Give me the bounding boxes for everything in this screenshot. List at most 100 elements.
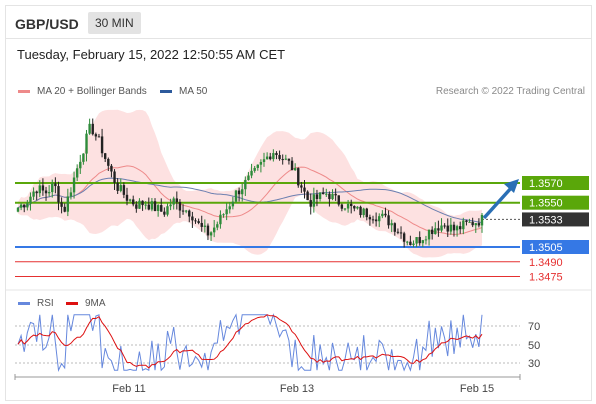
candle-body	[328, 193, 331, 200]
candle-body	[166, 206, 169, 215]
candle-body	[430, 229, 434, 235]
candle-body	[241, 189, 244, 195]
price-tag-label: 1.3570	[529, 178, 563, 190]
candle-body	[474, 223, 477, 226]
candle-body	[412, 243, 415, 246]
candle-body	[63, 206, 66, 212]
candle-body	[38, 185, 41, 194]
candle-body	[209, 232, 213, 236]
candle-body	[231, 201, 235, 207]
candle-body	[219, 214, 222, 225]
candle-body	[269, 156, 272, 160]
candle-body	[191, 216, 194, 221]
candle-body	[293, 168, 297, 171]
candle-body	[265, 156, 269, 160]
x-tick-label: Feb 13	[280, 383, 314, 395]
candle-body	[194, 220, 197, 222]
price-tag-1.3570: 1.3570	[522, 176, 589, 190]
candle-body	[228, 206, 231, 210]
legend-9ma-swatch	[66, 302, 78, 305]
candle-body	[449, 224, 453, 232]
candle-body	[69, 192, 73, 197]
candle-body	[88, 123, 91, 134]
candle-body	[153, 201, 157, 212]
candle-body	[321, 192, 325, 195]
candle-body	[384, 213, 387, 216]
candle-body	[203, 225, 207, 227]
candle-body	[16, 207, 20, 212]
candle-body	[297, 168, 300, 186]
candle-body	[132, 199, 135, 205]
legend-ma50: MA 50	[160, 86, 207, 97]
legend-ma20-label: MA 20 + Bollinger Bands	[37, 86, 147, 97]
candle-body	[284, 158, 288, 160]
price-tag-bg	[522, 195, 589, 210]
legend-9ma-label: 9MA	[85, 298, 106, 309]
legend-rsi-swatch	[18, 302, 30, 305]
x-tick-label: Feb 11	[112, 383, 145, 395]
candle-body	[399, 232, 403, 234]
candle-body	[60, 202, 63, 207]
candles	[16, 118, 484, 248]
candle-body	[465, 220, 468, 222]
candle-body	[421, 240, 425, 244]
price-tag-1.3475: 1.3475	[529, 272, 563, 284]
ma20-line	[17, 165, 483, 236]
candle-body	[113, 171, 116, 183]
candle-body	[250, 170, 253, 176]
candle-body	[212, 227, 216, 233]
candle-body	[82, 153, 85, 162]
candle-body	[462, 220, 465, 230]
rsi-level-label: 70	[528, 321, 540, 333]
candle-body	[184, 210, 188, 212]
legend-ma50-swatch	[160, 90, 172, 93]
forecast-arrow-shaft	[482, 185, 514, 220]
candle-body	[378, 216, 381, 222]
candle-body	[387, 215, 390, 226]
candle-body	[253, 167, 256, 171]
candle-body	[459, 226, 462, 230]
candle-body	[318, 192, 322, 199]
candle-body	[150, 201, 154, 210]
candle-body	[110, 165, 113, 172]
candle-body	[312, 194, 316, 207]
candle-body	[272, 153, 275, 160]
candle-body	[247, 175, 250, 180]
candle-body	[54, 183, 57, 187]
candle-body	[365, 208, 368, 218]
candle-body	[119, 185, 122, 191]
candle-body	[135, 204, 138, 209]
candle-body	[350, 203, 353, 207]
candle-body	[402, 233, 406, 242]
candle-body	[303, 187, 306, 192]
candle-body	[281, 159, 284, 161]
candle-body	[415, 237, 418, 244]
candle-body	[359, 206, 362, 216]
candle-body	[325, 193, 328, 195]
candle-body	[156, 205, 160, 212]
candle-body	[125, 194, 129, 201]
candle-body	[138, 200, 141, 209]
candle-body	[206, 225, 210, 236]
chart-header: GBP/USD 30 MIN	[6, 6, 591, 39]
legend-ma50-label: MA 50	[179, 86, 208, 97]
candle-body	[346, 203, 350, 209]
candle-body	[306, 191, 309, 201]
candle-body	[169, 204, 172, 207]
candle-body	[443, 225, 446, 227]
candle-body	[334, 193, 337, 196]
timeframe-badge[interactable]: 30 MIN	[88, 12, 141, 34]
legend-rsi-label: RSI	[37, 298, 54, 309]
candle-body	[437, 228, 440, 231]
candle-body	[315, 194, 319, 199]
x-tick-label: Feb 15	[460, 383, 494, 395]
rsi-line	[17, 313, 483, 373]
candle-body	[216, 224, 219, 228]
candle-body	[390, 223, 393, 226]
candle-body	[141, 200, 144, 206]
candle-body	[103, 153, 107, 159]
candle-body	[97, 136, 101, 138]
candle-body	[51, 183, 54, 193]
price-tag-bg	[522, 212, 589, 227]
candle-body	[178, 202, 182, 211]
